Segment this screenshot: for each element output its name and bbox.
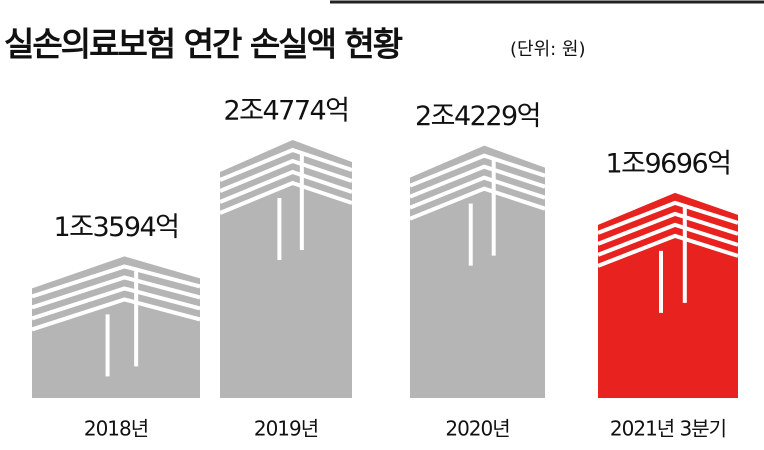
value-label: 2조4229억 [415, 101, 540, 132]
band-stripe [105, 268, 139, 377]
bar [220, 140, 352, 398]
stack-stripe [219, 180, 353, 215]
stack-stripe [597, 233, 739, 268]
stack-stripe [409, 153, 546, 188]
stack-stripe [409, 175, 546, 210]
value-label: 1조3594억 [53, 212, 178, 243]
stack-stripe [219, 169, 353, 204]
band-stripe [277, 152, 304, 260]
bar [32, 256, 200, 398]
value-label: 2조4774억 [223, 96, 348, 127]
x-tick-label: 2018년 [84, 417, 148, 441]
stack-stripe [409, 186, 546, 221]
stack-stripe [31, 286, 201, 321]
band-stripe [468, 157, 496, 266]
value-label: 1조9696억 [605, 148, 730, 179]
stack-stripe [31, 264, 201, 299]
x-tick-label: 2021년 3분기 [610, 417, 726, 441]
chart-subtitle: (단위: 원) [510, 39, 586, 60]
stack-stripe [31, 275, 201, 310]
band-stripe [659, 204, 687, 313]
stack-stripe [409, 164, 546, 199]
stack-stripe [31, 297, 201, 332]
bar [410, 145, 545, 398]
stack-stripe [597, 222, 739, 257]
stack-stripe [597, 211, 739, 246]
stack-stripe [597, 200, 739, 235]
stack-stripe [219, 147, 353, 182]
x-tick-label: 2020년 [445, 417, 509, 441]
x-tick-label: 2019년 [254, 417, 318, 441]
stack-stripe [219, 158, 353, 193]
chart-title: 실손의료보험 연간 손실액 현황 [4, 25, 403, 64]
